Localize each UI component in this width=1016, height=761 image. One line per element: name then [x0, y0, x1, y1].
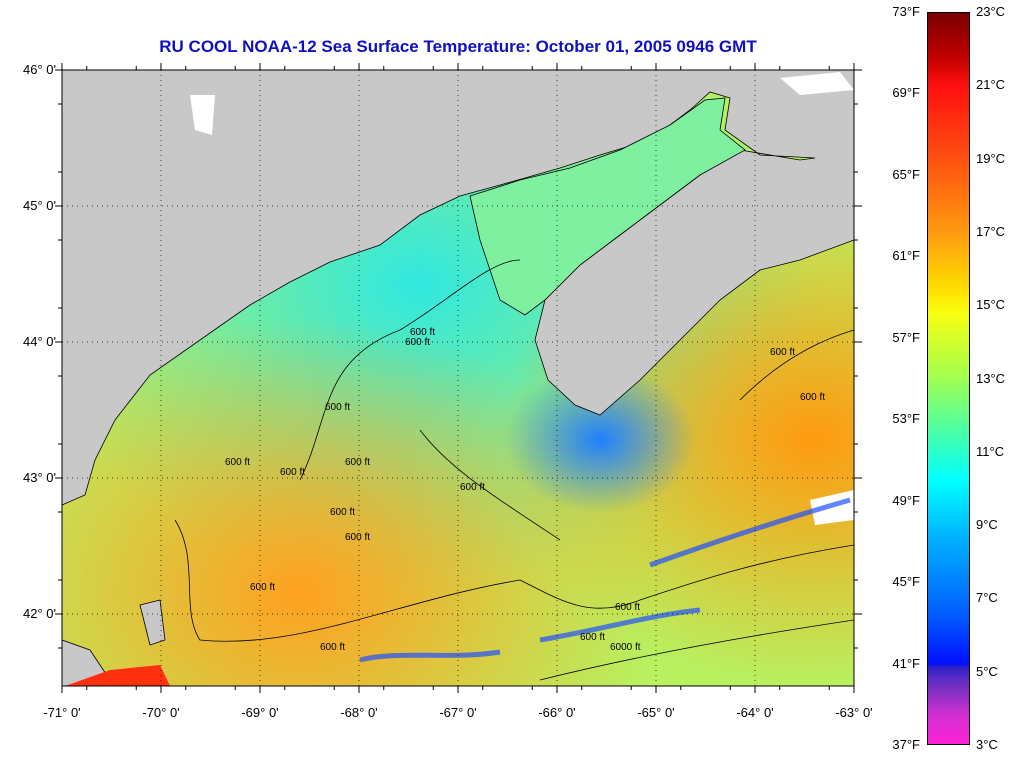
contour-label: 600 ft: [280, 467, 305, 478]
lat-label: 43° 0': [23, 470, 56, 485]
celsius-label: 21°C: [976, 77, 1006, 93]
fahrenheit-label: 65°F: [892, 166, 920, 182]
lon-label: -70° 0': [142, 705, 180, 720]
map-frame: [61, 69, 855, 687]
contour-label: 600 ft: [580, 632, 605, 643]
contour-label: 600 ft: [770, 347, 795, 358]
fahrenheit-label: 69°F: [892, 85, 920, 101]
lon-label: -71° 0': [43, 705, 81, 720]
fahrenheit-label: 37°F: [892, 737, 920, 752]
lon-label: -66° 0': [538, 705, 576, 720]
lon-label: -65° 0': [637, 705, 675, 720]
lon-label: -68° 0': [340, 705, 378, 720]
lon-label: -64° 0': [736, 705, 774, 720]
bay-of-fundy: [469, 97, 746, 316]
contour-label: 600 ft: [320, 642, 345, 653]
fahrenheit-label: 73°F: [892, 4, 920, 19]
fahrenheit-label: 45°F: [892, 574, 920, 590]
lon-label: -69° 0': [241, 705, 279, 720]
graticule: [55, 63, 862, 693]
fahrenheit-label: 53°F: [892, 411, 920, 427]
fahrenheit-label: 57°F: [892, 329, 920, 345]
celsius-label: 13°C: [976, 370, 1006, 386]
lat-label: 42° 0': [23, 606, 56, 621]
contour-label: 600 ft: [250, 582, 275, 593]
contour-label: 600 ft: [325, 402, 350, 413]
lon-label: -63° 0': [835, 705, 873, 720]
celsius-label: 9°C: [976, 517, 998, 533]
celsius-label: 17°C: [976, 223, 1006, 239]
celsius-label: 19°C: [976, 150, 1006, 166]
contour-label: 600 ft: [460, 482, 485, 493]
lat-label: 44° 0': [23, 334, 56, 349]
celsius-label: 7°C: [976, 590, 998, 606]
celsius-label: 11°C: [976, 443, 1005, 459]
celsius-label: 15°C: [976, 297, 1006, 313]
chart-title: RU COOL NOAA-12 Sea Surface Temperature:…: [159, 37, 757, 56]
celsius-label: 3°C: [976, 737, 998, 752]
contour-label: 600 ft: [405, 337, 430, 348]
contour-label: 600 ft: [345, 457, 370, 468]
contour-label: 600 ft: [800, 392, 825, 403]
celsius-label: 5°C: [976, 663, 998, 679]
contour-label: 600 ft: [410, 327, 435, 338]
contour-label: 600 ft: [615, 602, 640, 613]
cape-cod: [139, 599, 166, 646]
fahrenheit-label: 41°F: [892, 655, 920, 671]
contour-label: 600 ft: [225, 457, 250, 468]
fahrenheit-label: 61°F: [892, 248, 920, 264]
contour-label: 600 ft: [345, 532, 370, 543]
depth-contours: [174, 259, 855, 681]
contour-label: 6000 ft: [610, 642, 641, 653]
land-mainland: [61, 69, 855, 506]
lat-label: 45° 0': [23, 198, 56, 213]
contour-label: 600 ft: [330, 507, 355, 518]
cold-filaments: [359, 497, 851, 663]
lon-label: -67° 0': [439, 705, 477, 720]
warm-patch: [65, 665, 170, 686]
celsius-label: 23°C: [976, 4, 1006, 19]
fahrenheit-label: 49°F: [892, 492, 920, 508]
temperature-colorbar: [927, 12, 970, 745]
lat-label: 46° 0': [23, 62, 56, 77]
